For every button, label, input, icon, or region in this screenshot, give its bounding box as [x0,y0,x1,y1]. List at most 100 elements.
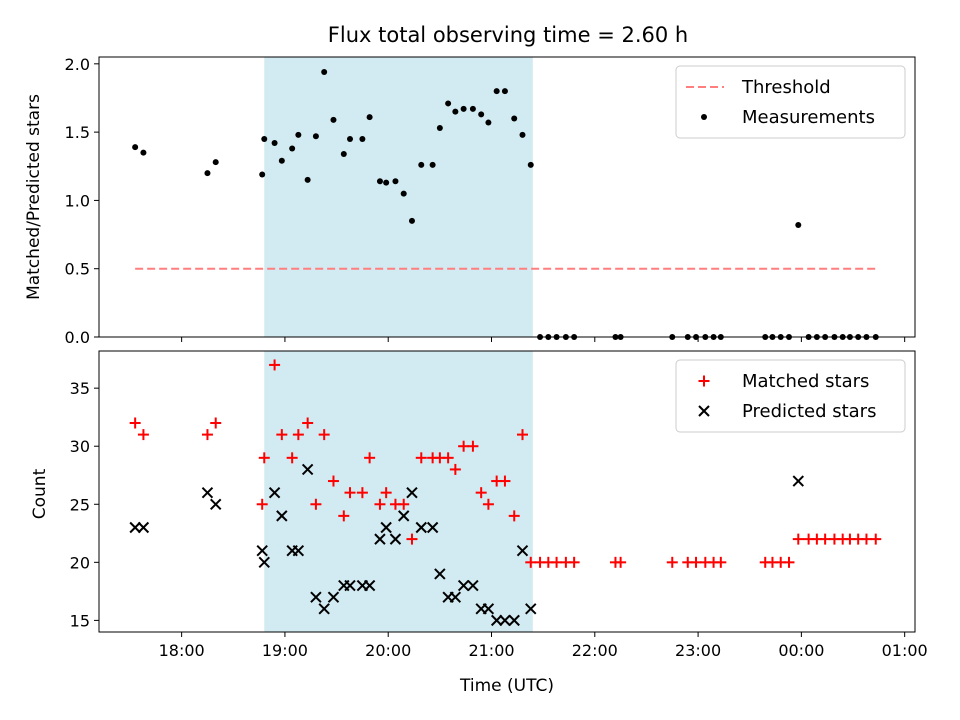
data-marker [292,545,305,557]
data-point [289,145,296,152]
x-tick-label: 22:00 [572,641,618,660]
data-marker [374,498,386,510]
legend-label: Threshold [741,77,831,98]
y-tick-label: 25 [70,495,90,514]
data-marker [374,533,386,545]
data-point [436,125,443,132]
data-point [359,135,366,142]
data-marker [302,417,314,429]
y-tick-label: 1.5 [65,123,90,142]
data-point [340,150,347,157]
data-marker [458,440,470,452]
y-tick-label: 20 [70,553,90,572]
data-marker [690,556,702,568]
data-point [478,111,485,118]
data-marker [783,556,795,568]
data-marker [792,475,804,487]
y-axis-label-ratio: Matched/Predicted stars [24,94,44,300]
series-matched-stars [129,359,882,568]
data-marker [292,429,304,441]
data-marker [137,429,149,441]
data-marker [449,591,462,603]
data-marker [256,545,268,557]
data-point [511,115,518,122]
data-point [527,161,534,168]
data-marker [269,359,281,371]
x-tick-label: 21:00 [468,641,514,660]
data-marker [819,533,831,545]
axes-frame [98,350,916,633]
data-marker [615,556,627,568]
data-marker [792,533,804,545]
data-point [519,131,526,138]
data-marker [344,487,356,499]
data-marker [860,533,872,545]
chart-title: Flux total observing time = 2.60 h [328,23,688,47]
data-point [429,161,436,168]
data-point [132,144,139,151]
data-point [261,135,268,142]
data-marker [457,579,470,592]
data-point [493,88,500,95]
data-point [278,157,285,164]
data-marker [201,429,213,441]
data-marker [356,487,368,499]
data-marker [310,498,322,510]
data-point [418,161,425,168]
data-marker [516,545,529,557]
data-point [204,170,211,177]
data-point [376,178,383,185]
legend-box [675,359,906,433]
data-point [392,178,399,185]
y-tick-label: 15 [70,611,90,630]
data-marker [467,440,479,452]
data-marker [276,429,288,441]
data-point [795,222,802,228]
data-marker [210,417,222,429]
axes-frame [98,56,916,338]
x-tick-label: 00:00 [778,641,824,660]
data-marker [499,475,511,487]
data-marker [482,498,494,510]
data-marker [499,614,511,627]
x-tick-label: 01:00 [882,641,928,660]
observing-window-shade [264,57,533,337]
data-point [408,217,415,224]
y-axis-label-count: Count [30,468,50,519]
data-marker [415,521,427,534]
data-marker [301,463,314,476]
legend: Threshold Measurements [675,65,906,139]
data-marker [327,591,340,603]
data-point [346,135,353,142]
data-point [304,176,311,183]
x-axis-label: Time (UTC) [459,676,554,696]
legend-label: Measurements [742,107,875,128]
data-point [469,105,476,112]
legend: Matched stars Predicted stars [675,359,906,433]
legend-label: Matched stars [742,371,869,392]
data-point [312,133,319,140]
x-tick-label: 18:00 [159,641,205,660]
y-tick-label: 35 [70,379,90,398]
data-marker [201,486,214,499]
data-marker [137,521,150,534]
data-marker [268,486,281,499]
observing-window-shade [264,351,533,632]
data-point [383,179,390,186]
data-marker [551,556,563,568]
data-marker [258,556,270,569]
data-point [321,69,328,76]
data-marker [525,603,537,615]
data-marker [318,603,330,615]
data-marker [256,498,268,510]
data-marker [210,498,222,510]
data-marker [327,475,339,487]
data-marker [129,521,141,534]
legend-label: Predicted stars [742,401,876,422]
data-marker [426,521,439,534]
data-point [445,100,452,107]
legend-marker [698,405,710,417]
y-tick-label: 30 [70,437,90,456]
data-marker [389,533,402,545]
